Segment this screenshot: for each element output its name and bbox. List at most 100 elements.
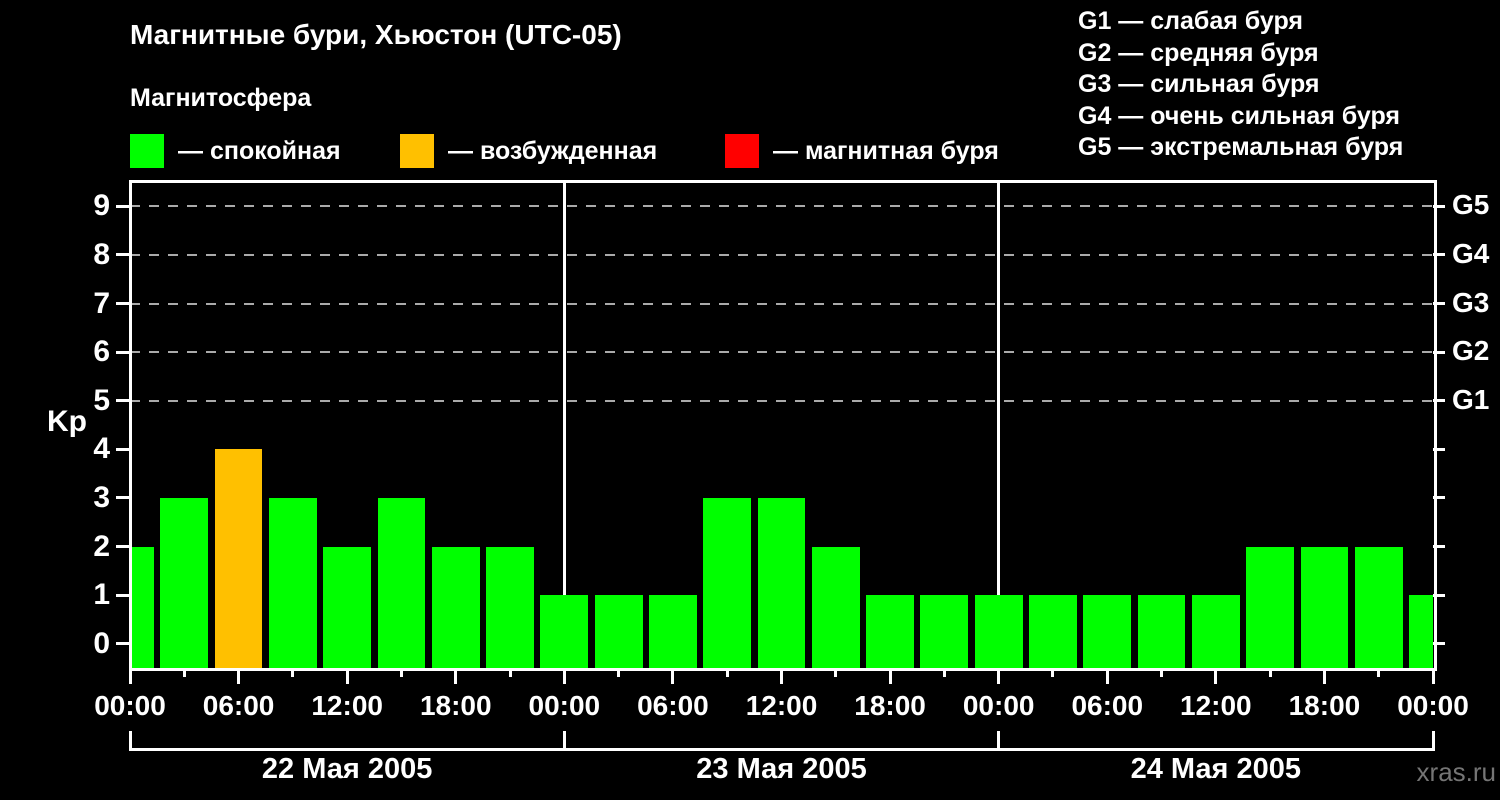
right-axis-tick-7 bbox=[1433, 302, 1445, 305]
storm-scale-g1: G1 — слабая буря bbox=[1078, 7, 1304, 35]
kp-bar-21h bbox=[486, 546, 534, 668]
x-axis-minor-tick-39h bbox=[834, 668, 838, 677]
x-axis-label-60h: 12:00 bbox=[1180, 690, 1252, 721]
kp-bar-60h bbox=[1191, 595, 1240, 668]
right-axis-tick-1 bbox=[1433, 593, 1445, 597]
x-axis-minor-tick-57h bbox=[1160, 668, 1164, 677]
right-axis-label-g3: G3 bbox=[1452, 286, 1490, 318]
legend-label-quiet: — спокойная bbox=[178, 136, 341, 165]
kp-bar-27h bbox=[594, 595, 643, 668]
legend-label-excited: — возбужденная bbox=[448, 136, 658, 165]
right-axis-tick-6 bbox=[1433, 350, 1445, 354]
gridline-kp6 bbox=[130, 351, 1433, 354]
quiet-color-swatch bbox=[130, 134, 164, 168]
legend-item-storm: — магнитная буря bbox=[725, 134, 999, 168]
kp-bar-0h bbox=[130, 546, 154, 668]
y-axis-tick-1 bbox=[116, 593, 130, 597]
date-label-day3: 24 Мая 2005 bbox=[1130, 753, 1302, 785]
y-axis-label-8: 8 bbox=[93, 237, 110, 271]
x-axis-label-24h: 00:00 bbox=[528, 690, 601, 721]
y-axis-tick-8 bbox=[116, 253, 130, 257]
y-axis-label-2: 2 bbox=[93, 529, 110, 563]
x-axis-label-48h: 00:00 bbox=[962, 690, 1035, 721]
y-axis-tick-0 bbox=[116, 642, 130, 646]
x-axis-major-tick-0h bbox=[128, 668, 132, 684]
date-label-day1: 22 Мая 2005 bbox=[261, 753, 433, 785]
legend-item-quiet: — спокойная bbox=[130, 134, 341, 168]
x-axis-major-tick-60h bbox=[1214, 668, 1218, 684]
gridline-kp9 bbox=[130, 205, 1433, 208]
kp-bar-15h bbox=[377, 497, 426, 668]
y-axis-label-9: 9 bbox=[93, 189, 110, 223]
y-axis-label-0: 0 bbox=[93, 626, 110, 660]
x-axis-major-tick-24h bbox=[562, 668, 566, 684]
y-axis-label-3: 3 bbox=[93, 480, 110, 514]
x-axis-minor-tick-21h bbox=[508, 668, 512, 677]
right-axis-label-g4: G4 bbox=[1452, 237, 1490, 269]
y-axis-label-4: 4 bbox=[93, 432, 110, 466]
kp-bar-36h bbox=[757, 497, 806, 668]
gridline-kp5 bbox=[130, 399, 1433, 402]
kp-bar-45h bbox=[920, 595, 969, 668]
date-label-day2: 23 Мая 2005 bbox=[696, 753, 867, 785]
x-axis-label-6h: 06:00 bbox=[202, 690, 275, 721]
kp-bar-39h bbox=[811, 546, 860, 668]
state-legend: — спокойная — возбужденная — магнитная б… bbox=[0, 134, 1500, 168]
gridline-kp7 bbox=[130, 302, 1433, 305]
x-axis-major-tick-30h bbox=[671, 668, 675, 684]
kp-bar-33h bbox=[703, 497, 752, 668]
right-axis-tick-8 bbox=[1433, 253, 1445, 257]
kp-bar-24h bbox=[540, 595, 589, 668]
x-axis-minor-tick-69h bbox=[1377, 668, 1381, 677]
excited-color-swatch bbox=[400, 134, 434, 168]
x-axis-major-tick-72h bbox=[1431, 668, 1435, 684]
x-axis-minor-tick-51h bbox=[1051, 668, 1055, 677]
x-axis-minor-tick-45h bbox=[942, 668, 946, 677]
kp-bar-57h bbox=[1137, 595, 1186, 668]
y-axis-tick-6 bbox=[116, 350, 130, 354]
y-axis-tick-3 bbox=[116, 496, 130, 500]
y-axis-label-5: 5 bbox=[93, 383, 110, 417]
right-axis-tick-9 bbox=[1433, 204, 1445, 208]
y-axis-label-1: 1 bbox=[93, 578, 110, 612]
kp-bar-9h bbox=[268, 497, 317, 668]
x-axis-minor-tick-3h bbox=[182, 668, 186, 677]
watermark: xras.ru bbox=[1416, 757, 1496, 787]
x-axis-label-18h: 18:00 bbox=[419, 690, 492, 721]
kp-bar-63h bbox=[1246, 546, 1294, 668]
right-axis-tick-5 bbox=[1433, 399, 1445, 403]
x-axis-label-36h: 12:00 bbox=[745, 690, 818, 721]
x-axis-major-tick-18h bbox=[454, 668, 458, 684]
right-axis-tick-2 bbox=[1433, 545, 1445, 548]
day-separator-line bbox=[997, 182, 1001, 668]
storm-scale-g2: G2 — средняя буря bbox=[1078, 38, 1319, 67]
gridline-kp8 bbox=[130, 253, 1433, 256]
date-bracket-line bbox=[130, 748, 1433, 751]
kp-bar-42h bbox=[866, 595, 914, 668]
right-axis-tick-3 bbox=[1433, 496, 1445, 500]
storm-scale-g4: G4 — очень сильная буря bbox=[1078, 101, 1400, 130]
x-axis-label-54h: 06:00 bbox=[1071, 690, 1144, 721]
date-bracket-tick-72h bbox=[1431, 731, 1435, 751]
right-axis-tick-4 bbox=[1433, 447, 1445, 451]
y-axis-title: Kp bbox=[47, 405, 87, 438]
storm-color-swatch bbox=[725, 134, 759, 168]
page-title: Магнитные бури, Хьюстон (UTC-05) bbox=[130, 19, 622, 50]
kp-bar-3h bbox=[160, 497, 209, 668]
y-axis-tick-2 bbox=[116, 545, 130, 548]
y-axis-tick-7 bbox=[116, 302, 130, 305]
right-axis-tick-0 bbox=[1433, 642, 1445, 646]
kp-bar-48h bbox=[974, 595, 1023, 668]
kp-bar-18h bbox=[431, 546, 480, 668]
x-axis-minor-tick-15h bbox=[399, 668, 403, 677]
date-bracket-tick-24h bbox=[562, 731, 566, 751]
x-axis-major-tick-36h bbox=[780, 668, 783, 684]
legend-item-excited: — возбужденная bbox=[400, 134, 657, 168]
x-axis-major-tick-66h bbox=[1322, 668, 1326, 684]
y-axis-label-6: 6 bbox=[93, 335, 110, 369]
kp-bar-72h bbox=[1409, 595, 1433, 668]
x-axis-label-66h: 18:00 bbox=[1288, 690, 1361, 721]
magnetosphere-subtitle: Магнитосфера bbox=[130, 84, 312, 112]
y-axis-tick-4 bbox=[116, 447, 130, 451]
